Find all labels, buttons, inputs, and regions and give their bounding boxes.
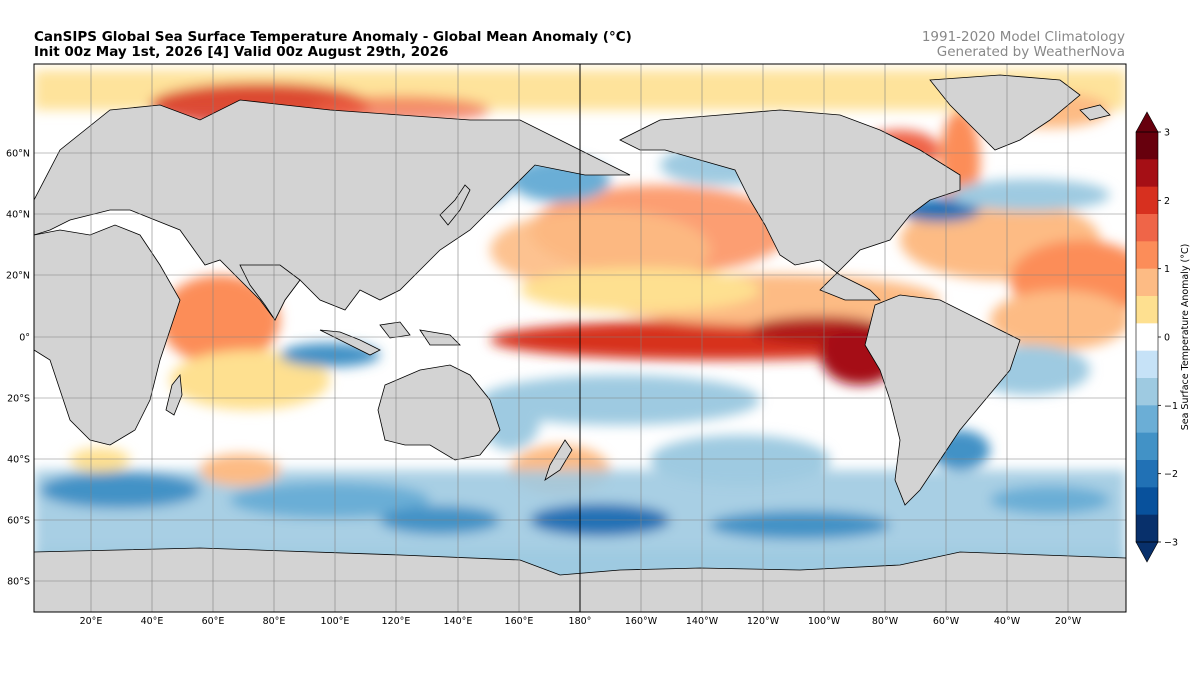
colorbar-segment: [1136, 268, 1158, 297]
land-new-zealand: [544, 439, 573, 481]
lon-label: 120°E: [382, 616, 411, 627]
colorbar-segment: [1136, 296, 1158, 324]
lat-label: 20°N: [6, 271, 30, 282]
colorbar-segment: [1136, 350, 1158, 379]
lon-label: 60°W: [933, 616, 960, 627]
land-greenland: [929, 74, 1081, 151]
map-title: CanSIPS Global Sea Surface Temperature A…: [34, 30, 632, 60]
land-india: [239, 264, 301, 321]
latitude-labels: 60°N 40°N 20°N 0° 20°S 40°S 60°S 80°S: [6, 149, 30, 588]
colorbar-max-arrow: [1135, 111, 1159, 133]
lon-label: 120°W: [747, 616, 780, 627]
land-masses: [34, 74, 1126, 612]
lon-label: 40°E: [141, 616, 164, 627]
colorbar-segment: [1136, 159, 1158, 188]
land-iceland: [1079, 104, 1111, 121]
colorbar-tick-label: 3: [1164, 128, 1170, 139]
lat-label: 20°S: [7, 394, 30, 405]
lat-label: 0°: [19, 333, 30, 344]
lon-label: 100°E: [321, 616, 350, 627]
lon-label: 80°E: [263, 616, 286, 627]
lon-label: 80°W: [872, 616, 899, 627]
colorbar-segment: [1136, 241, 1158, 270]
lon-label: 160°E: [505, 616, 534, 627]
lat-label: 40°N: [6, 210, 30, 221]
longitude-labels: 20°E 40°E 60°E 80°E 100°E 120°E 140°E 160°E 180°…: [80, 616, 1082, 627]
colorbar-tick-label: −3: [1164, 538, 1178, 549]
colorbar-segment: [1136, 186, 1158, 215]
lon-label: 140°E: [444, 616, 473, 627]
colorbar-tick-label: 0: [1164, 333, 1170, 344]
map-credit: 1991-2020 Model Climatology Generated by…: [922, 30, 1125, 60]
colorbar-min-arrow: [1135, 541, 1159, 563]
lon-label: 40°W: [994, 616, 1021, 627]
colorbar-tick-label: 2: [1164, 196, 1170, 207]
lon-label: 180°: [569, 616, 592, 627]
land-indonesia: [319, 321, 461, 356]
lon-label: 100°W: [808, 616, 841, 627]
colorbar-tick-label: −2: [1164, 469, 1178, 480]
map-area: [34, 64, 1126, 612]
lon-label: 140°W: [686, 616, 719, 627]
credit-generator: Generated by WeatherNova: [936, 44, 1125, 60]
colorbar-segment: [1136, 323, 1158, 352]
colorbar-segment: [1136, 405, 1158, 434]
colorbar-segment: [1136, 432, 1158, 461]
land-south-america: [864, 294, 1021, 506]
land-eurasia: [34, 99, 631, 321]
lon-label: 60°E: [202, 616, 225, 627]
colorbar-segment: [1136, 378, 1158, 406]
colorbar-segment: [1136, 132, 1158, 160]
land-africa: [34, 224, 181, 446]
colorbar-segment: [1136, 460, 1158, 488]
lat-label: 60°S: [7, 516, 30, 527]
credit-climatology: 1991-2020 Model Climatology: [921, 29, 1125, 45]
map-frame: [33, 63, 1127, 613]
lat-label: 60°N: [6, 149, 30, 160]
lat-label: 40°S: [7, 455, 30, 466]
colorbar-tick-label: 1: [1164, 264, 1170, 275]
colorbar-segment: [1136, 214, 1158, 242]
colorbar-segment: [1136, 487, 1158, 516]
title-line-2: Init 00z May 1st, 2026 [4] Valid 00z Aug…: [34, 44, 449, 60]
land-north-america: [619, 109, 961, 301]
colorbar-segment: [1136, 514, 1158, 543]
lon-label: 160°W: [625, 616, 658, 627]
colorbar-tick-label: −1: [1164, 401, 1178, 412]
colorbar-label: Sea Surface Temperature Anomaly (°C): [1180, 244, 1191, 431]
land-australia: [377, 364, 501, 461]
land-japan: [439, 184, 471, 226]
title-line-1: CanSIPS Global Sea Surface Temperature A…: [34, 29, 632, 45]
lat-label: 80°S: [7, 577, 30, 588]
colorbar: 3 2 1 0 −1 −2 −3 Sea Surface Temperature Anomal…: [1135, 111, 1191, 563]
lon-label: 20°E: [80, 616, 103, 627]
land-madagascar: [165, 373, 183, 416]
lon-label: 20°W: [1055, 616, 1082, 627]
